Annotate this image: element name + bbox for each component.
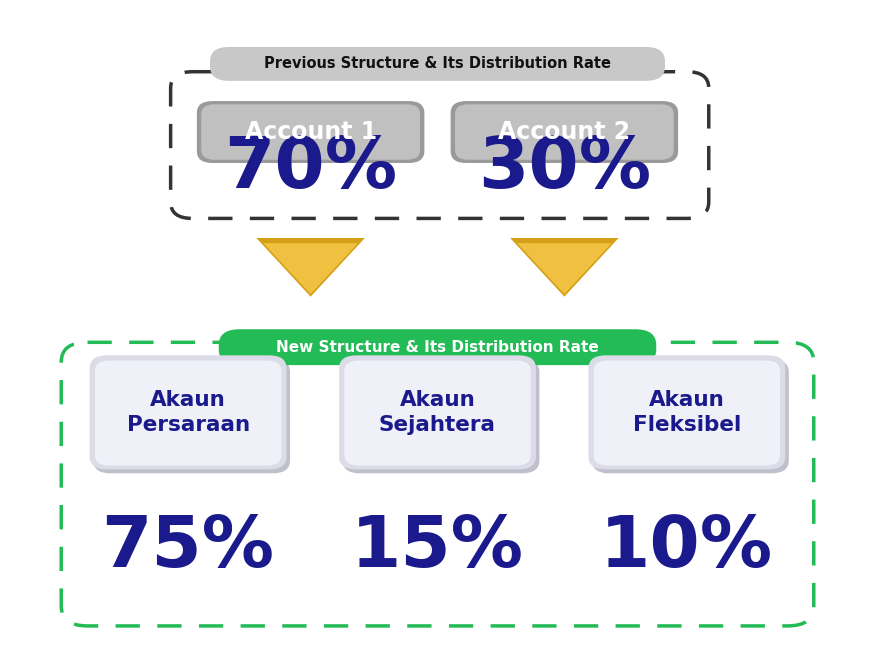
FancyBboxPatch shape <box>219 329 656 365</box>
Polygon shape <box>256 238 365 297</box>
Text: 70%: 70% <box>224 134 397 203</box>
FancyBboxPatch shape <box>455 104 674 160</box>
Text: 10%: 10% <box>600 513 774 582</box>
FancyBboxPatch shape <box>592 359 789 473</box>
FancyBboxPatch shape <box>451 101 678 163</box>
FancyBboxPatch shape <box>197 101 424 163</box>
FancyBboxPatch shape <box>201 104 420 160</box>
Text: Akaun
Persaraan: Akaun Persaraan <box>127 390 249 435</box>
FancyBboxPatch shape <box>90 355 287 469</box>
FancyBboxPatch shape <box>589 355 786 469</box>
Text: 15%: 15% <box>351 513 524 582</box>
Polygon shape <box>517 243 612 294</box>
FancyBboxPatch shape <box>210 47 665 81</box>
Text: 75%: 75% <box>102 513 275 582</box>
FancyBboxPatch shape <box>340 355 536 469</box>
FancyBboxPatch shape <box>345 361 530 466</box>
Text: Account 1: Account 1 <box>245 120 377 144</box>
Text: Account 2: Account 2 <box>499 120 630 144</box>
Text: New Structure & Its Distribution Rate: New Structure & Its Distribution Rate <box>276 340 598 355</box>
Text: Previous Structure & Its Distribution Rate: Previous Structure & Its Distribution Ra… <box>264 56 611 72</box>
Text: 30%: 30% <box>478 134 651 203</box>
Polygon shape <box>263 243 358 294</box>
Text: Akaun
Sejahtera: Akaun Sejahtera <box>379 390 496 435</box>
FancyBboxPatch shape <box>95 361 282 466</box>
FancyBboxPatch shape <box>94 359 290 473</box>
Polygon shape <box>510 238 619 297</box>
FancyBboxPatch shape <box>343 359 539 473</box>
Text: Akaun
Fleksibel: Akaun Fleksibel <box>633 390 741 435</box>
FancyBboxPatch shape <box>594 361 780 466</box>
